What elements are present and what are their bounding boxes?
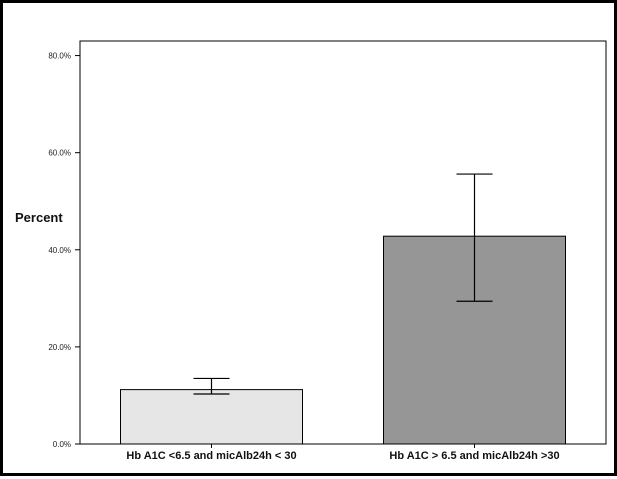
x-axis: Hb A1C <6.5 and micAlb24h < 30 Hb A1C > 6… (126, 444, 560, 462)
y-tick-label: 80.0% (48, 52, 71, 61)
bar-1 (120, 389, 303, 445)
y-tick-label: 60.0% (48, 149, 71, 158)
y-tick-label: 40.0% (48, 246, 71, 255)
y-axis-title: Percent (15, 210, 63, 225)
bar-chart: 0.0% 20.0% 40.0% 60.0% 80.0% Hb A1C <6.5 and… (15, 40, 607, 462)
error-bars (193, 173, 493, 395)
y-axis: 0.0% 20.0% 40.0% 60.0% 80.0% (48, 52, 80, 449)
x-tick-label: Hb A1C > 6.5 and micAlb24h >30 (389, 450, 559, 462)
y-tick-label: 0.0% (53, 440, 71, 449)
y-tick-label: 20.0% (48, 343, 71, 352)
x-tick-label: Hb A1C <6.5 and micAlb24h < 30 (126, 450, 296, 462)
